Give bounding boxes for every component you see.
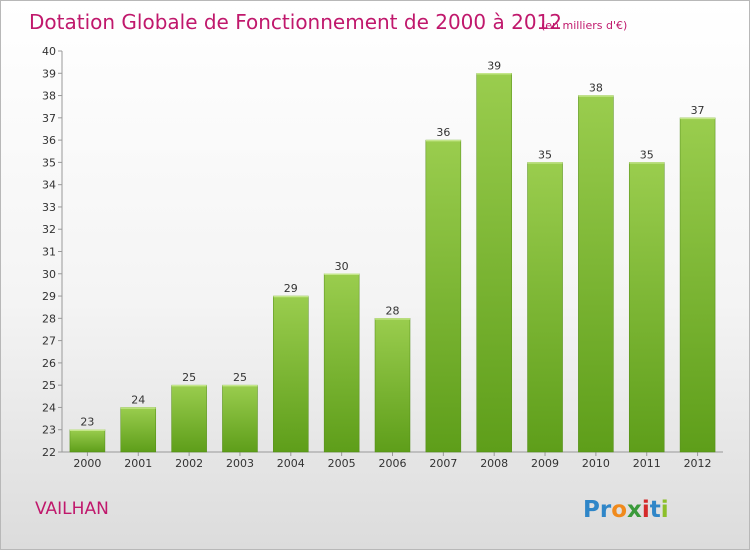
- bar: [425, 139, 462, 453]
- y-tick-label: 26: [42, 357, 56, 370]
- x-tick-label: 2009: [531, 457, 559, 470]
- logo-letter: i: [661, 497, 669, 523]
- y-tick-label: 38: [42, 90, 56, 103]
- y-tick-label: 32: [42, 223, 56, 236]
- bar: [120, 407, 157, 453]
- bar-value-label: 25: [233, 371, 247, 384]
- bar: [69, 429, 106, 453]
- bar-value-label: 24: [131, 393, 145, 406]
- x-tick-label: 2000: [73, 457, 101, 470]
- y-tick-label: 22: [42, 446, 56, 459]
- x-tick-label: 2004: [277, 457, 305, 470]
- bar: [578, 95, 614, 453]
- logo-letter: t: [650, 497, 661, 523]
- proxiti-logo[interactable]: Proxiti: [583, 497, 669, 523]
- bar: [679, 117, 716, 453]
- logo-letter: x: [627, 497, 642, 523]
- y-tick-label: 36: [42, 134, 56, 147]
- x-tick-label: 2011: [633, 457, 661, 470]
- bar-value-label: 38: [589, 82, 603, 95]
- x-tick-label: 2008: [480, 457, 508, 470]
- chart-subtitle: (en milliers d'€): [541, 19, 627, 32]
- logo-letter: P: [583, 497, 600, 523]
- bar: [527, 162, 563, 453]
- y-tick-label: 30: [42, 268, 56, 281]
- y-tick-label: 25: [42, 379, 56, 392]
- bar-value-label: 28: [386, 304, 400, 317]
- x-tick-label: 2002: [175, 457, 203, 470]
- y-tick-label: 31: [42, 246, 56, 259]
- y-tick-label: 35: [42, 156, 56, 169]
- y-tick-label: 28: [42, 312, 56, 325]
- bar-value-label: 25: [182, 371, 196, 384]
- bar-value-label: 37: [691, 104, 705, 117]
- y-tick-label: 27: [42, 335, 56, 348]
- y-tick-label: 24: [42, 401, 56, 414]
- y-tick-label: 37: [42, 112, 56, 125]
- bars-group: 23 24 25 25 29 30 28 36 39 35 38 35 37: [69, 59, 716, 453]
- bar-value-label: 35: [640, 148, 654, 161]
- x-tick-label: 2007: [429, 457, 457, 470]
- logo-letter: o: [611, 497, 627, 523]
- y-tick-label: 33: [42, 201, 56, 214]
- bar-value-label: 29: [284, 282, 298, 295]
- x-tick-label: 2010: [582, 457, 610, 470]
- y-tick-label: 23: [42, 424, 56, 437]
- commune-name: VAILHAN: [35, 499, 109, 519]
- y-tick-label: 39: [42, 67, 56, 80]
- x-tick-label: 2001: [124, 457, 152, 470]
- y-tick-label: 29: [42, 290, 56, 303]
- bar-value-label: 39: [487, 59, 501, 72]
- bar: [222, 384, 258, 453]
- bar: [476, 73, 512, 453]
- chart-title: Dotation Globale de Fonctionnement de 20…: [29, 10, 562, 34]
- axes: 22 23 24 25 26 27 28 29 30 31 32 33 34 35 36 37 38 39 40 20…: [42, 45, 723, 470]
- logo-letter: r: [600, 497, 612, 523]
- bar: [171, 384, 207, 453]
- x-tick-label: 2003: [226, 457, 254, 470]
- logo-letter: i: [642, 497, 650, 523]
- bar-value-label: 23: [80, 416, 94, 429]
- bar-value-label: 35: [538, 148, 552, 161]
- bar-value-label: 30: [335, 260, 349, 273]
- y-tick-label: 40: [42, 45, 56, 58]
- bar-value-label: 36: [436, 126, 450, 139]
- x-tick-label: 2006: [379, 457, 407, 470]
- bar: [374, 318, 411, 453]
- x-tick-label: 2012: [684, 457, 712, 470]
- bar: [628, 162, 665, 453]
- x-tick-label: 2005: [328, 457, 356, 470]
- y-tick-label: 34: [42, 179, 56, 192]
- bar: [273, 295, 309, 453]
- bar: [323, 273, 360, 453]
